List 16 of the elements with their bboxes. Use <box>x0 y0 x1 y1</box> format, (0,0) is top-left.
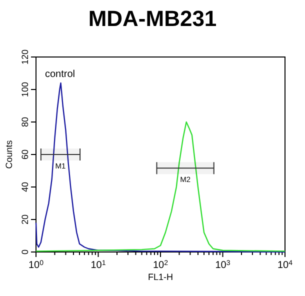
y-tick-label: 100 <box>20 82 30 98</box>
y-tick-label: 60 <box>20 149 30 160</box>
x-tick-label: 10$^{0}$ <box>28 260 44 271</box>
y-tick-label: 20 <box>20 214 30 225</box>
x-tick-label: 10$^{3}$ <box>215 260 230 271</box>
y-tick-label: 80 <box>20 116 30 128</box>
y-axis-title: Counts <box>4 140 14 169</box>
x-tick-label: 10$^{1}$ <box>90 260 106 271</box>
annotation: control <box>45 69 76 80</box>
x-tick-label: 10$^{2}$ <box>152 260 168 271</box>
chart-title: MDA-MB231 <box>88 6 217 31</box>
x-axis-title: FL1-H <box>148 272 174 282</box>
x-tick-label: 10$^{4}$ <box>277 260 293 271</box>
y-tick-label: 0 <box>20 249 30 255</box>
y-tick-label: 40 <box>20 182 30 192</box>
y-tick-label: 120 <box>20 49 30 65</box>
